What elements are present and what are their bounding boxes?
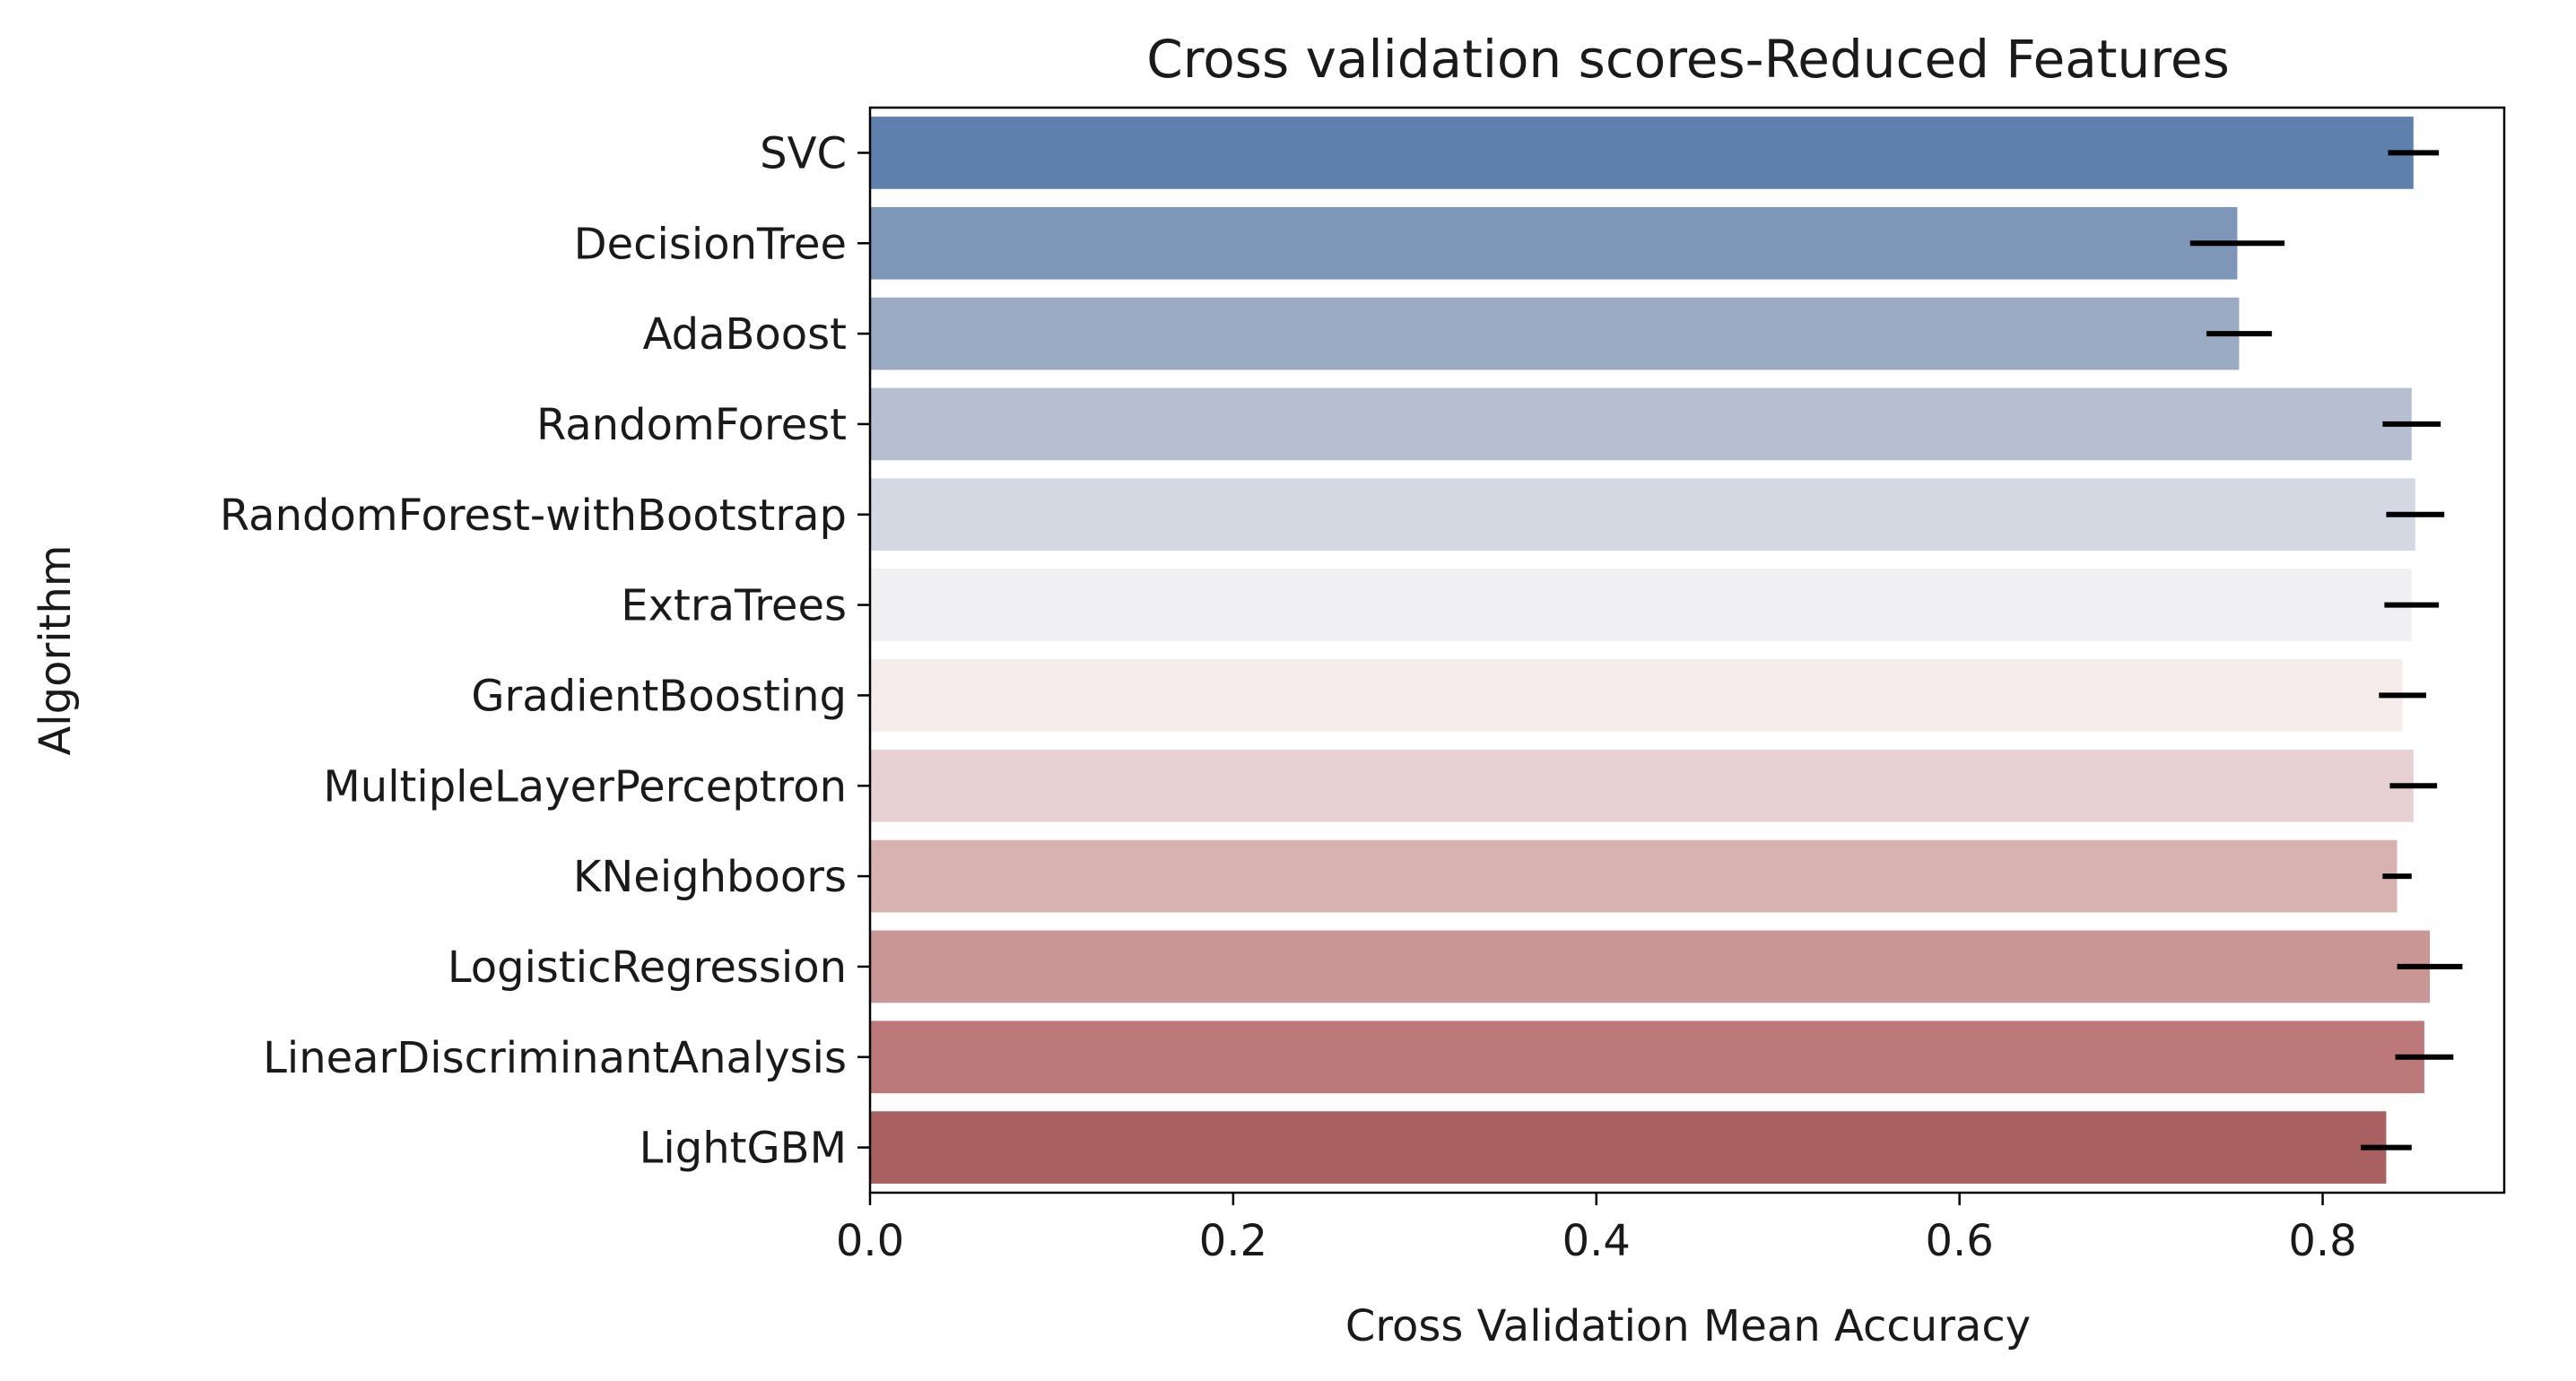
- y-tick-label: GradientBoosting: [471, 671, 847, 721]
- y-tick-label: LinearDiscriminantAnalysis: [263, 1033, 847, 1083]
- bar-10: [870, 930, 2430, 1003]
- y-axis: SVC DecisionTree AdaBoost RandomForest Rando…: [220, 128, 870, 1174]
- bar-7: [870, 659, 2403, 732]
- plot-frame: [868, 106, 2506, 1194]
- y-tick-label: MultipleLayerPerceptron: [323, 761, 847, 812]
- bar-8: [870, 749, 2414, 822]
- bar-12: [870, 1111, 2387, 1184]
- error-bars-group: [2189, 150, 2463, 1151]
- bar-4: [870, 387, 2412, 461]
- x-tick-label: 0.4: [1562, 1216, 1631, 1266]
- y-tick-label: RandomForest: [536, 400, 847, 450]
- y-tick-label: ExtraTrees: [621, 581, 847, 631]
- y-tick-label: SVC: [760, 128, 847, 178]
- bars-group: [870, 117, 2430, 1184]
- y-tick-label: AdaBoost: [643, 309, 847, 360]
- bar-5: [870, 478, 2415, 552]
- y-axis-title: Algorithm: [30, 544, 81, 755]
- x-axis: 0.0 0.2 0.4 0.6 0.8: [836, 1193, 2357, 1266]
- bar-9: [870, 839, 2398, 913]
- x-axis-title: Cross Validation Mean Accuracy: [1345, 1301, 2031, 1351]
- y-tick-label: KNeighboors: [573, 852, 847, 902]
- bar-2: [870, 206, 2238, 280]
- x-tick-label: 0.8: [2288, 1216, 2356, 1266]
- bar-6: [870, 569, 2412, 641]
- x-tick-label: 0.2: [1199, 1216, 1267, 1266]
- y-tick-label: DecisionTree: [574, 219, 847, 269]
- y-tick-label: RandomForest-withBootstrap: [220, 491, 847, 541]
- bar-11: [870, 1021, 2424, 1094]
- y-tick-label: LogisticRegression: [448, 942, 847, 993]
- chart-title: Cross validation scores-Reduced Features: [1146, 29, 2230, 90]
- bar-1: [870, 117, 2414, 189]
- y-tick-label: LightGBM: [640, 1124, 847, 1174]
- x-tick-label: 0.6: [1925, 1216, 1993, 1266]
- x-tick-label: 0.0: [836, 1216, 904, 1266]
- bar-3: [870, 297, 2240, 370]
